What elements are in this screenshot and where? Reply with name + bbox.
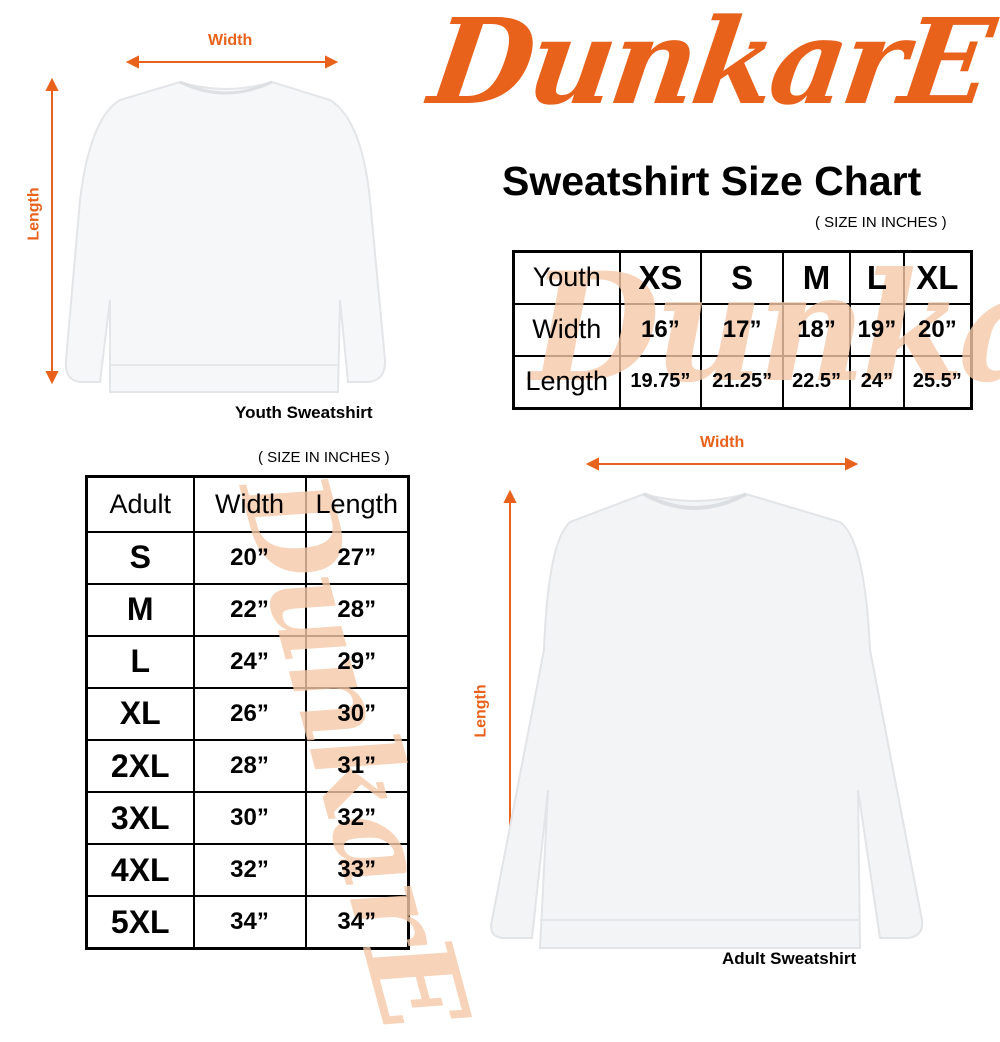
table-cell: 31” [304,739,410,794]
table-cell: 22” [192,582,307,637]
adult-header-cell: Length [304,475,410,533]
table-cell: 28” [304,582,410,637]
adult-size-row: 4XL 32” 33” [85,843,410,898]
table-cell: 19.75” [618,354,703,410]
table-cell: 21.25” [700,354,784,410]
table-cell: 27” [304,530,410,585]
table-cell: 22.5” [781,354,852,410]
table-cell: 26” [192,686,307,742]
size-label: L [85,634,195,689]
adult-caption: Adult Sweatshirt [722,949,857,968]
table-cell: 20” [192,530,307,585]
youth-sweatshirt-illustration [45,55,387,393]
table-cell: 30” [304,686,410,742]
size-label: S [85,530,195,585]
adult-size-row: 5XL 34” 34” [85,895,410,950]
table-cell: 32” [304,791,410,846]
youth-width-row: Width 16” 17” 18” 19” 20” [512,302,973,357]
youth-length-row: Length 19.75” 21.25” 22.5” 24” 25.5” [512,354,973,410]
size-label: M [85,582,195,637]
table-cell: 18” [781,302,852,357]
table-cell: 16” [618,302,703,357]
youth-header-cell: XS [618,250,703,305]
table-cell: 28” [192,739,307,794]
youth-header-cell: Youth [512,250,621,305]
youth-size-table: Youth XS S M L XL Width 16” 17” 18” 19” … [512,250,973,410]
table-cell: 25.5” [902,354,973,410]
youth-header-cell: M [781,250,852,305]
table-cell: 32” [192,843,307,898]
adult-size-row: M 22” 28” [85,582,410,637]
table-cell: 20” [902,302,973,357]
adult-width-label: Width [700,434,745,451]
size-label: 4XL [85,843,195,898]
youth-width-label: Width [208,32,253,49]
adult-header-cell: Width [192,475,307,533]
youth-caption: Youth Sweatshirt [235,403,373,422]
adult-sweatshirt-shape [490,492,924,949]
adult-size-note: ( SIZE IN INCHES ) [258,449,390,466]
adult-size-table: Adult Width Length S 20” 27” M 22” 28” L 24” 29”… [85,475,410,950]
adult-size-row: S 20” 27” [85,530,410,585]
table-cell: 24” [192,634,307,689]
table-cell: 29” [304,634,410,689]
table-cell: 24” [849,354,905,410]
row-label: Length [512,354,621,410]
youth-header-cell: XL [902,250,973,305]
adult-size-row: 2XL 28” 31” [85,739,410,794]
adult-header-cell: Adult [85,475,195,533]
youth-width-arrow [125,55,339,69]
youth-size-note: ( SIZE IN INCHES ) [815,214,947,231]
size-label: 2XL [85,739,195,794]
row-label: Width [512,302,621,357]
table-cell: 17” [700,302,784,357]
table-cell: 34” [192,895,307,950]
adult-size-row: L 24” 29” [85,634,410,689]
adult-header-row: Adult Width Length [85,475,410,533]
table-cell: 33” [304,843,410,898]
page-title: Sweatshirt Size Chart [502,158,922,204]
size-label: 3XL [85,791,195,846]
size-label: XL [85,686,195,742]
table-cell: 34” [304,895,410,950]
adult-size-row: 3XL 30” 32” [85,791,410,846]
youth-sweatshirt-shape [64,80,387,393]
brand-logo: DunkarE [422,0,999,131]
table-cell: 30” [192,791,307,846]
adult-width-arrow [585,457,859,471]
youth-header-cell: S [700,250,784,305]
adult-sweatshirt-illustration [490,457,924,949]
youth-length-arrow [45,77,59,385]
table-cell: 19” [849,302,905,357]
adult-size-row: XL 26” 30” [85,686,410,742]
youth-header-row: Youth XS S M L XL [512,250,973,305]
size-label: 5XL [85,895,195,950]
youth-header-cell: L [849,250,905,305]
